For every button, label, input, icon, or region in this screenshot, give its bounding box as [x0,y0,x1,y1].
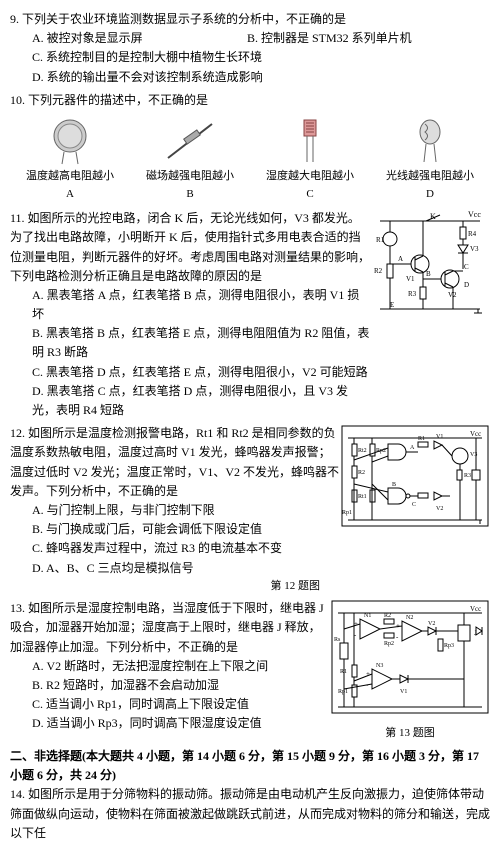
svg-text:R3: R3 [464,473,471,479]
q12-caption: 第 12 题图 [10,578,340,596]
q10-components: 温度越高电阻越小 A 磁场越强电阻越小 B 湿度越大电阻越小 C [10,116,490,203]
svg-text:V1: V1 [436,434,443,440]
comp-d-letter: D [375,186,485,204]
svg-text:Vcc: Vcc [470,430,481,438]
photoresistor-icon: 光线越强电阻越小 D [375,116,485,203]
svg-text:Rp2: Rp2 [384,641,394,647]
svg-text:Rp1: Rp1 [338,689,348,695]
svg-text:R2: R2 [384,613,391,619]
question-13: 13. 如图所示是湿度控制电路，当湿度低于下限时，继电器 J 吸合，加湿器开始加… [10,599,490,743]
q13-stem: 13. 如图所示是湿度控制电路，当湿度低于下限时，继电器 J 吸合，加湿器开始加… [10,599,330,657]
q12-opt-b: B. 与门换成或门后，可能会调低下限设定值 [10,520,340,539]
svg-text:R4: R4 [468,230,477,238]
q13-caption: 第 13 题图 [330,725,490,743]
q12-opt-a: A. 与门控制上限，与非门控制下限 [10,501,340,520]
svg-text:R1: R1 [418,436,425,442]
svg-text:-: - [396,633,399,641]
q13-opt-c: C. 适当调小 Rp1，同时调高上下限设定值 [10,695,330,714]
svg-text:K: K [430,212,436,221]
q13-opt-b: B. R2 短路时，加湿器不会启动加湿 [10,676,330,695]
svg-text:C: C [412,502,416,508]
svg-text:Rs: Rs [334,637,341,643]
magnetoresistor-icon: 磁场越强电阻越小 B [135,116,245,203]
q11-stem: 11. 如图所示的光控电路，闭合 K 后，无论光线如何，V3 都发光。为了找出电… [10,209,370,286]
q11-circuit-diagram: Vcc K R1 R2 R4 V3 [370,209,490,325]
svg-text:R1: R1 [340,669,347,675]
q11-opt-b: B. 黑表笔搭 B 点，红表笔搭 E 点，测得电阻阻值为 R2 阻值，表明 R3… [10,324,370,362]
q9-opt-b: B. 控制器是 STM32 系列单片机 [247,29,412,48]
svg-text:Vcc: Vcc [468,210,481,219]
q12-circuit-diagram: Vcc Rt2 R2 Rp2 A R1 V1 [340,424,490,540]
svg-text:N1: N1 [364,613,371,619]
humidity-sensor-icon: 湿度越大电阻越小 C [255,116,365,203]
q9-opt-a: A. 被控对象是显示屏 [32,29,232,48]
question-10: 10. 下列元器件的描述中，不正确的是 温度越高电阻越小 A 磁场越强电阻越小 … [10,91,490,203]
q11-opt-c: C. 黑表笔搭 D 点，红表笔搭 E 点，测得电阻很小，V2 可能短路 [10,363,370,382]
svg-text:Rp1: Rp1 [342,510,352,516]
question-12: 12. 如图所示是温度检测报警电路，Rt1 和 Rt2 是相同参数的负温度系数热… [10,424,490,595]
comp-a-letter: A [15,186,125,204]
question-9: 9. 下列关于农业环境监测数据显示子系统的分析中，不正确的是 A. 被控对象是显… [10,10,490,87]
comp-c-label: 湿度越大电阻越小 [255,168,365,186]
svg-text:R3: R3 [408,290,417,298]
svg-text:Rt2: Rt2 [358,448,367,454]
svg-text:Vcc: Vcc [470,605,481,613]
q10-stem: 10. 下列元器件的描述中，不正确的是 [10,91,490,110]
q9-stem: 9. 下列关于农业环境监测数据显示子系统的分析中，不正确的是 [10,10,490,29]
q9-opt-c: C. 系统控制目的是控制大棚中植物生长环境 [32,48,262,67]
svg-text:N2: N2 [406,615,413,621]
svg-text:A: A [398,255,403,263]
svg-text:R1: R1 [376,236,385,244]
svg-text:D: D [464,281,469,289]
q14-stem: 14. 如图所示是用于分筛物料的振动筛。振动筛是由电动机产生反向激振力，迫使筛体… [10,785,490,843]
svg-text:V2: V2 [436,506,443,512]
svg-text:E: E [390,301,394,309]
svg-text:A: A [410,445,415,451]
svg-text:+: + [366,670,370,678]
svg-text:V3: V3 [470,245,479,253]
q12-stem: 12. 如图所示是温度检测报警电路，Rt1 和 Rt2 是相同参数的负温度系数热… [10,424,340,501]
comp-b-label: 磁场越强电阻越小 [135,168,245,186]
svg-text:Rt1: Rt1 [358,494,367,500]
comp-b-letter: B [135,186,245,204]
svg-text:V1: V1 [406,275,415,283]
svg-text:C: C [464,263,469,271]
svg-text:Rp3: Rp3 [444,643,454,649]
svg-text:R2: R2 [374,267,383,275]
q12-opt-d: D. A、B、C 三点均是模拟信号 [10,559,340,578]
q11-opt-d: D. 黑表笔搭 C 点，红表笔搭 D 点，测得电阻很小，且 V3 发光，表明 R… [10,382,370,420]
svg-text:R2: R2 [358,470,365,476]
svg-text:+: + [354,620,358,628]
q11-opt-a: A. 黑表笔搭 A 点，红表笔搭 B 点，测得电阻很小，表明 V1 损坏 [10,286,370,324]
question-14: 14. 如图所示是用于分筛物料的振动筛。振动筛是由电动机产生反向激振力，迫使筛体… [10,785,490,843]
svg-text:B: B [392,482,396,488]
q13-opt-d: D. 适当调小 Rp3，同时调高下限湿度设定值 [10,714,330,733]
q13-circuit-diagram: Vcc Rs N1 + - R2 Rp2 N2 + - [330,599,490,743]
svg-text:V2: V2 [428,621,435,627]
q12-opt-c: C. 蜂鸣器发声过程中，流过 R3 的电流基本不变 [10,539,340,558]
comp-c-letter: C [255,186,365,204]
comp-a-label: 温度越高电阻越小 [15,168,125,186]
thermistor-icon: 温度越高电阻越小 A [15,116,125,203]
q9-options: A. 被控对象是显示屏 B. 控制器是 STM32 系列单片机 C. 系统控制目… [10,29,490,87]
svg-text:V1: V1 [400,689,407,695]
svg-text:B: B [426,270,431,278]
section-2-heading: 二、非选择题(本大题共 4 小题，第 14 小题 6 分，第 15 小题 9 分… [10,747,490,785]
q9-opt-d: D. 系统的输出量不会对该控制系统造成影响 [32,68,263,87]
svg-text:N3: N3 [376,663,383,669]
q13-opt-a: A. V2 断路时，无法把湿度控制在上下限之间 [10,657,330,676]
comp-d-label: 光线越强电阻越小 [375,168,485,186]
question-11: 11. 如图所示的光控电路，闭合 K 后，无论光线如何，V3 都发光。为了找出电… [10,209,490,420]
